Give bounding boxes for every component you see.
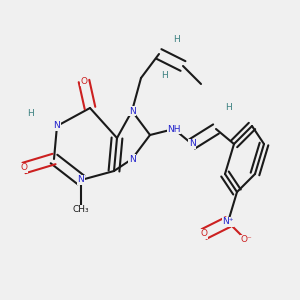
Text: H: H <box>174 34 180 43</box>
Text: O: O <box>20 164 28 172</box>
Text: N: N <box>129 154 135 164</box>
Text: O⁻: O⁻ <box>240 236 252 244</box>
Text: N: N <box>189 140 195 148</box>
Text: H: H <box>225 103 231 112</box>
Text: N: N <box>129 106 135 116</box>
Text: H: H <box>27 110 33 118</box>
Text: N: N <box>78 176 84 184</box>
Text: O: O <box>200 230 208 238</box>
Text: N⁺: N⁺ <box>222 218 234 226</box>
Text: N: N <box>54 122 60 130</box>
Text: O: O <box>80 76 88 85</box>
Text: CH₃: CH₃ <box>73 206 89 214</box>
Text: H: H <box>162 70 168 80</box>
Text: NH: NH <box>167 124 181 134</box>
